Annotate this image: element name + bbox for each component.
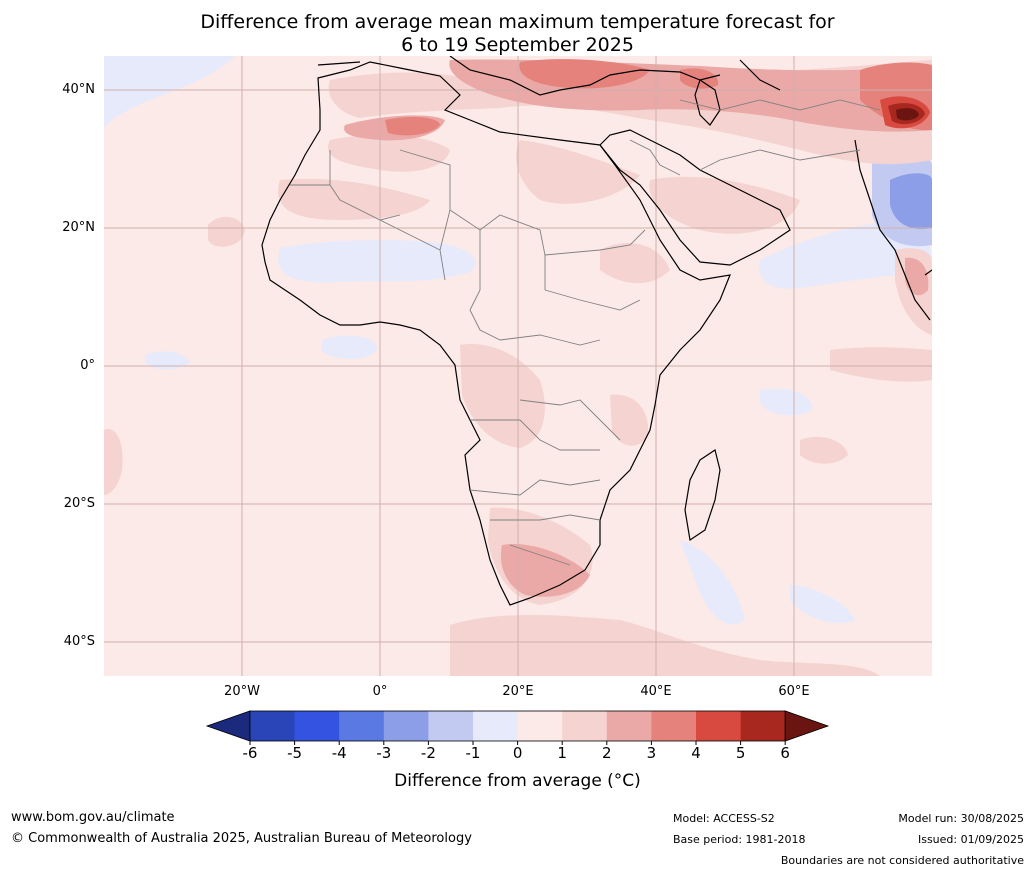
lat-label-0: 0°	[80, 358, 95, 373]
warm-anomaly-caspian	[680, 68, 719, 89]
warm-anomaly-northafrica	[278, 178, 430, 220]
footer-base-period: Base period: 1981-2018	[673, 833, 806, 846]
lon-label-60e: 60°E	[778, 684, 810, 699]
country-borders	[290, 99, 881, 566]
map-title-line-1: Difference from average mean maximum tem…	[200, 11, 835, 33]
warm-anomaly-india-west	[905, 257, 929, 296]
cool-anomaly-sahel	[278, 240, 476, 283]
colorbar-tick-label: 5	[735, 744, 746, 762]
madagascar-coastline	[684, 449, 721, 542]
warm-anomaly-central-africa	[460, 344, 545, 448]
lon-label-20e: 20°E	[502, 684, 534, 699]
warm-anomaly-atlantic-sw	[104, 429, 123, 495]
india-coastline	[854, 139, 932, 321]
warm-anomaly-sudan	[516, 140, 640, 204]
colorbar-tick-label: 0	[512, 744, 523, 762]
cool-anomaly-india-core	[890, 173, 932, 230]
colorbar-label: Difference from average (°C)	[394, 771, 641, 791]
colorbar-tick-label: -4	[331, 744, 347, 762]
footer-copyright: © Commonwealth of Australia 2025, Austra…	[11, 831, 472, 846]
cool-anomaly-south-indian	[680, 540, 745, 625]
europe-coastline	[317, 56, 781, 96]
lon-label-40e: 40°E	[640, 684, 672, 699]
colorbar-tick-label: -3	[376, 744, 392, 762]
caspian-coastline	[694, 79, 721, 126]
colorbar-tick-label: 2	[602, 744, 612, 762]
lat-label-40n: 40°N	[62, 82, 95, 97]
colorbar-tick-label: 4	[691, 744, 701, 762]
cool-anomaly-atlantic-eq	[145, 351, 190, 370]
lon-label-20w: 20°W	[224, 684, 260, 699]
cool-anomaly-atlantic-nw	[104, 56, 235, 128]
footer-model-run: Model run: 30/08/2025	[898, 812, 1024, 825]
cool-anomaly-gulf-guinea	[322, 335, 378, 360]
lat-label-40s: 40°S	[63, 634, 95, 649]
warm-anomaly-sahara	[328, 134, 450, 172]
warm-anomaly-east-africa	[610, 394, 649, 446]
cool-anomaly-indian-ocean	[760, 388, 813, 416]
warm-anomaly-arabia	[649, 176, 800, 234]
colorbar-tick-label: -5	[287, 744, 303, 762]
warm-anomaly-indian-eq	[830, 347, 932, 382]
lat-label-20s: 20°S	[63, 496, 95, 511]
colorbar-tick-label: 1	[557, 744, 567, 762]
footer-disclaimer: Boundaries are not considered authoritat…	[780, 854, 1024, 867]
warm-anomaly-west-atlantic	[208, 216, 245, 247]
cool-anomaly-south-indian-2	[790, 585, 855, 624]
colorbar-tick-label: -1	[465, 744, 481, 762]
colorbar-tick-label: -2	[420, 744, 436, 762]
warm-anomaly-himalaya-core	[896, 108, 919, 121]
footer-model: Model: ACCESS-S2	[673, 812, 775, 825]
coastlines	[261, 56, 932, 606]
lon-label-0: 0°	[372, 684, 388, 699]
lat-label-20n: 20°N	[62, 220, 95, 235]
warm-anomaly-turkey	[519, 59, 650, 89]
colorbar-tick-label: -6	[242, 744, 258, 762]
warm-anomaly-kalahari	[500, 544, 590, 597]
warm-anomaly-madagascar-east	[800, 436, 848, 464]
footer-website: www.bom.gov.au/climate	[11, 810, 175, 825]
arabia-coastline	[599, 129, 791, 266]
warm-anomaly-southern-ocean	[450, 615, 880, 676]
africa-coastline	[261, 61, 731, 606]
colorbar-tick-label: 6	[780, 744, 790, 762]
anomaly-contours	[104, 56, 932, 676]
graticule	[104, 56, 932, 676]
map-title-line-2: 6 to 19 September 2025	[401, 34, 634, 56]
warm-anomaly-algeria	[385, 117, 440, 136]
colorbar-tick-label: 3	[646, 744, 657, 762]
footer-issued: Issued: 01/09/2025	[917, 833, 1024, 846]
warm-anomaly-horn	[600, 242, 670, 284]
